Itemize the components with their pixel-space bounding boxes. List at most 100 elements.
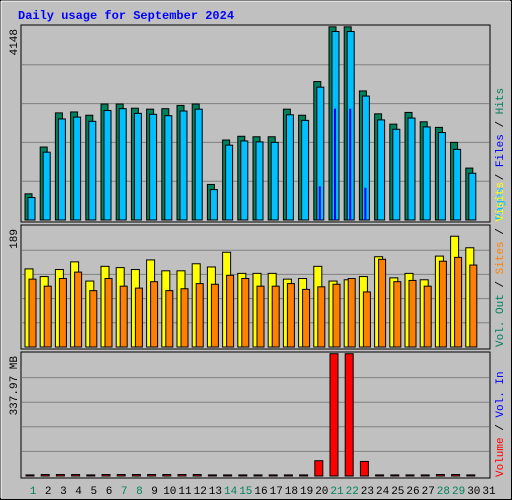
- bar-files: [377, 119, 386, 221]
- bar-files: [27, 197, 36, 221]
- legend-hits-panel: Pages / Files / Hits: [495, 88, 507, 220]
- legend-sep-3: /: [495, 274, 507, 294]
- bar-sites: [89, 290, 98, 348]
- bar-sites: [195, 283, 204, 348]
- bar-sites: [104, 277, 113, 348]
- bar-sites: [119, 285, 128, 348]
- x-tick-label: 9: [151, 486, 158, 498]
- legend-vol-out-out: Out: [495, 294, 507, 314]
- bar-volume: [329, 353, 339, 477]
- x-tick-label: 14: [224, 486, 238, 498]
- legend-sep-4: /: [495, 222, 507, 242]
- x-tick-label: 5: [90, 486, 97, 498]
- bar-files: [118, 108, 127, 221]
- bar-pages: [318, 186, 321, 220]
- bar-files: [88, 120, 97, 221]
- x-tick-label: 22: [346, 486, 359, 498]
- bar-files: [179, 110, 188, 221]
- bar-volume: [435, 474, 445, 477]
- bar-files: [422, 126, 431, 221]
- panel-visits-bars: [24, 235, 478, 348]
- bar-volume: [116, 474, 126, 477]
- x-tick-label: 11: [178, 486, 192, 498]
- bar-files: [407, 117, 416, 221]
- bar-sites: [378, 258, 387, 348]
- bar-sites: [454, 256, 463, 348]
- legend-sep-1: /: [495, 167, 507, 187]
- bar-sites: [241, 277, 250, 348]
- bar-pages: [334, 108, 336, 220]
- bar-sites: [150, 281, 159, 348]
- legend-volume: Volume: [495, 437, 507, 477]
- x-tick-label: 4: [75, 486, 82, 498]
- x-tick-label: 23: [361, 486, 374, 498]
- bar-files: [194, 108, 203, 221]
- x-tick-label: 31: [482, 486, 496, 498]
- bar-files: [149, 113, 158, 221]
- legend-files: Files: [495, 134, 507, 167]
- x-tick-label: 30: [467, 486, 480, 498]
- x-tick-label: 8: [136, 486, 143, 498]
- bar-sites: [302, 288, 311, 348]
- bar-files: [301, 119, 310, 221]
- bar-files: [437, 132, 446, 221]
- x-tick-label: 26: [406, 486, 419, 498]
- bar-volume: [40, 474, 50, 477]
- x-tick-label: 19: [300, 486, 313, 498]
- bar-volume: [238, 474, 248, 477]
- bar-files: [133, 112, 142, 221]
- x-axis-labels: 1 2 3 4 5 6 7 8 9 10 11 12 13 14 15 16 17 18 19 20 21 22 23 24 2…: [30, 486, 496, 498]
- bar-volume: [207, 474, 217, 477]
- bar-files: [103, 110, 112, 221]
- bar-volume: [375, 474, 385, 477]
- bar-files: [285, 114, 294, 221]
- bar-files: [73, 116, 82, 221]
- panel-visits-ymax: 189: [9, 229, 21, 249]
- legend-hits: Hits: [495, 88, 507, 114]
- bar-files: [240, 140, 249, 221]
- x-tick-label: 21: [330, 486, 344, 498]
- bar-volume: [147, 474, 157, 477]
- legend-pages: Pages: [495, 187, 507, 220]
- bar-files: [42, 151, 51, 221]
- bar-files: [209, 189, 218, 221]
- bar-volume: [283, 474, 293, 477]
- bar-volume: [466, 474, 476, 477]
- bar-volume: [25, 474, 35, 477]
- x-tick-label: 18: [285, 486, 298, 498]
- bar-volume: [253, 474, 263, 477]
- bar-files: [164, 115, 173, 221]
- bar-volume: [177, 474, 187, 477]
- bar-sites: [180, 288, 189, 348]
- bar-sites: [469, 264, 478, 348]
- legend-vol-out: Vol. Out: [495, 294, 507, 347]
- x-tick-label: 16: [254, 486, 267, 498]
- bar-volume: [344, 353, 354, 477]
- panel-hits-bars: [24, 26, 477, 221]
- bar-files: [255, 141, 264, 221]
- x-tick-label: 17: [270, 486, 283, 498]
- panel-hits-ymax: 4148: [9, 29, 21, 55]
- bar-sites: [423, 285, 432, 348]
- panel-volume-bg: [20, 351, 491, 479]
- bar-volume: [299, 474, 309, 477]
- legend-visits-panel: Vol. Out / Sites / Visits: [495, 182, 507, 347]
- x-tick-label: 2: [45, 486, 52, 498]
- bar-sites: [58, 277, 67, 348]
- legend-sep-5: /: [495, 418, 507, 438]
- legend-vol-in: Vol. In: [495, 371, 507, 417]
- bar-volume: [55, 474, 65, 477]
- x-tick-label: 28: [437, 486, 450, 498]
- legend-volume-panel: Volume / Vol. In: [495, 371, 507, 477]
- legend-sites: Sites: [495, 241, 507, 274]
- x-tick-label: 3: [60, 486, 67, 498]
- bar-sites: [362, 291, 371, 348]
- bar-files: [468, 172, 477, 221]
- panel-volume-ymax: 337.97 MB: [9, 356, 21, 416]
- bar-volume: [314, 460, 324, 477]
- x-tick-label: 29: [452, 486, 465, 498]
- bar-sites: [226, 274, 235, 348]
- bar-volume: [223, 474, 233, 477]
- x-tick-label: 10: [163, 486, 176, 498]
- x-tick-label: 12: [194, 486, 207, 498]
